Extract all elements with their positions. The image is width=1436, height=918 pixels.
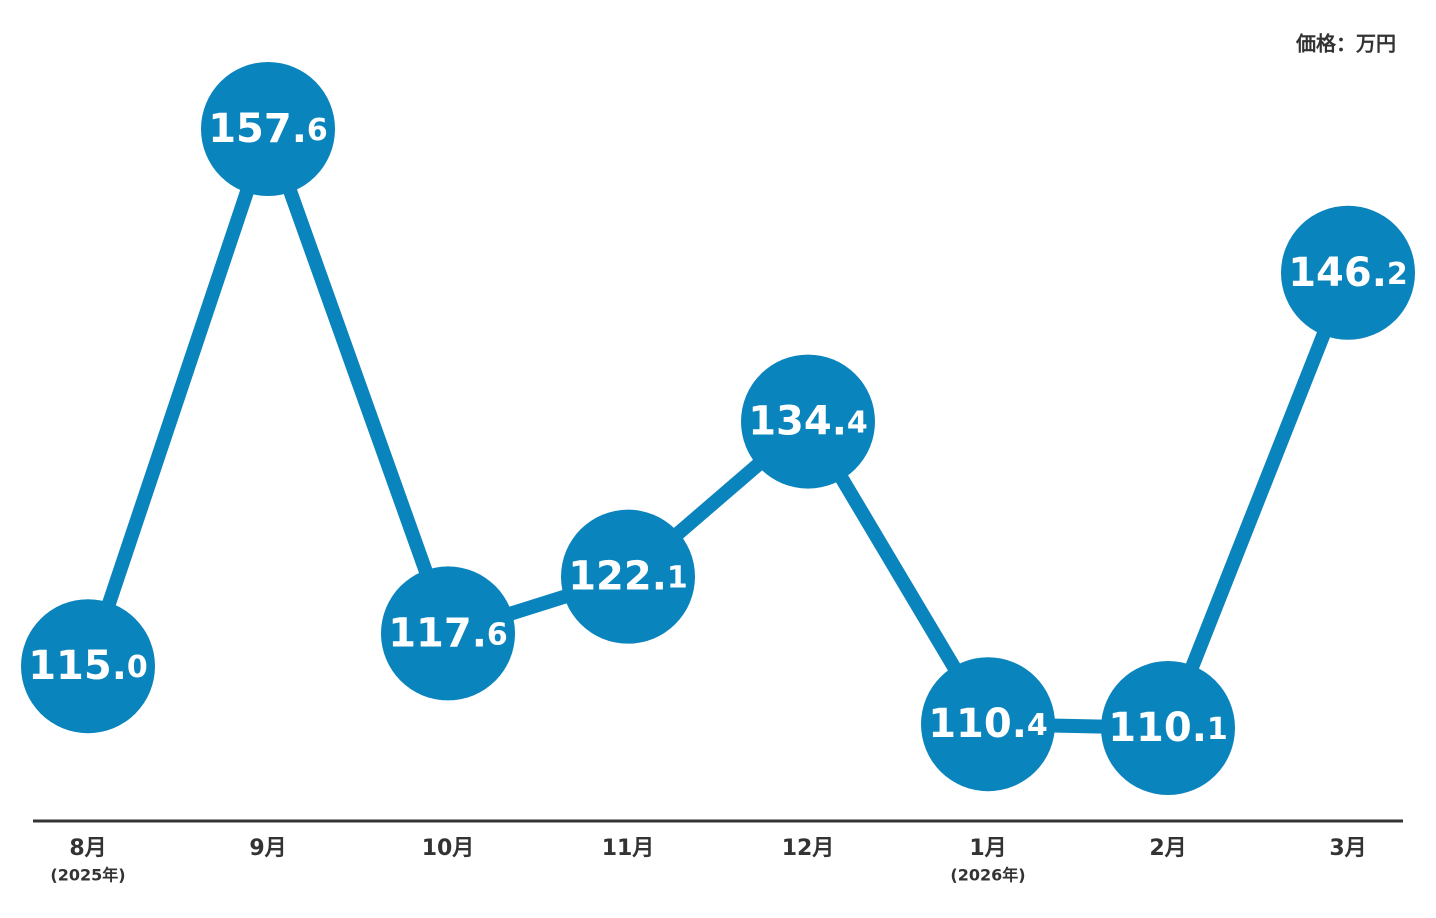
- x-tick-note: (2025年): [50, 866, 125, 885]
- x-tick-note: (2026年): [950, 866, 1025, 885]
- point: [741, 354, 875, 489]
- value-label: 110.4: [928, 701, 1048, 747]
- x-tick-label: 8月: [69, 836, 106, 861]
- x-tick-label: 3月: [1329, 836, 1366, 861]
- line: [81, 122, 1355, 735]
- x-tick-label: 11月: [602, 836, 655, 861]
- value-label: 134.4: [748, 399, 868, 445]
- point: [381, 566, 515, 701]
- x-tick-label: 10月: [422, 836, 475, 861]
- value-label: 122.1: [568, 554, 688, 600]
- point: [1101, 661, 1235, 795]
- value-label: 110.1: [1108, 705, 1228, 751]
- point: [561, 509, 695, 644]
- value-label: 157.6: [208, 106, 328, 152]
- x-tick-label: 9月: [249, 836, 286, 861]
- point: [1281, 205, 1415, 340]
- value-label: 146.2: [1288, 250, 1408, 296]
- x-tick-label: 1月: [969, 836, 1006, 861]
- point: [21, 599, 155, 734]
- point: [201, 62, 335, 196]
- unit-label: 価格：万円: [1295, 32, 1396, 56]
- value-label: 117.6: [388, 610, 508, 656]
- point: [921, 657, 1055, 792]
- x-tick-label: 12月: [782, 836, 835, 861]
- x-tick-label: 2月: [1149, 836, 1186, 861]
- value-label: 115.0: [28, 643, 148, 689]
